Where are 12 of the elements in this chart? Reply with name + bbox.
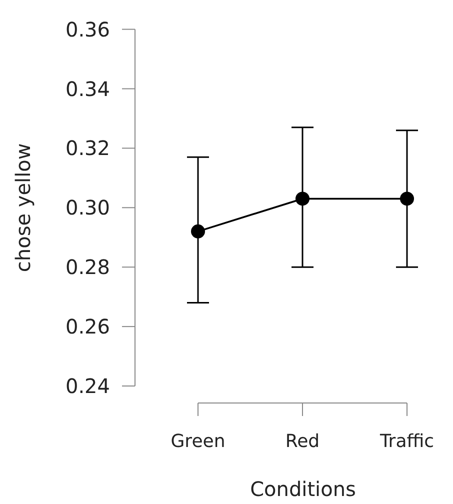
x-tick-label: Green	[170, 431, 226, 452]
y-tick-label: 0.30	[65, 196, 110, 220]
y-tick-label: 0.28	[65, 255, 110, 280]
x-tick-label: Traffic	[378, 431, 434, 452]
y-tick-label: 0.36	[65, 17, 110, 42]
x-tick-label: Red	[285, 431, 320, 452]
y-tick-label: 0.32	[65, 136, 110, 160]
y-tick-label: 0.26	[65, 314, 110, 339]
y-axis-title: chose yellow	[11, 143, 35, 272]
x-axis-title: Conditions	[250, 477, 356, 501]
y-tick-label: 0.24	[65, 374, 110, 398]
y-tick-label: 0.34	[65, 76, 110, 101]
